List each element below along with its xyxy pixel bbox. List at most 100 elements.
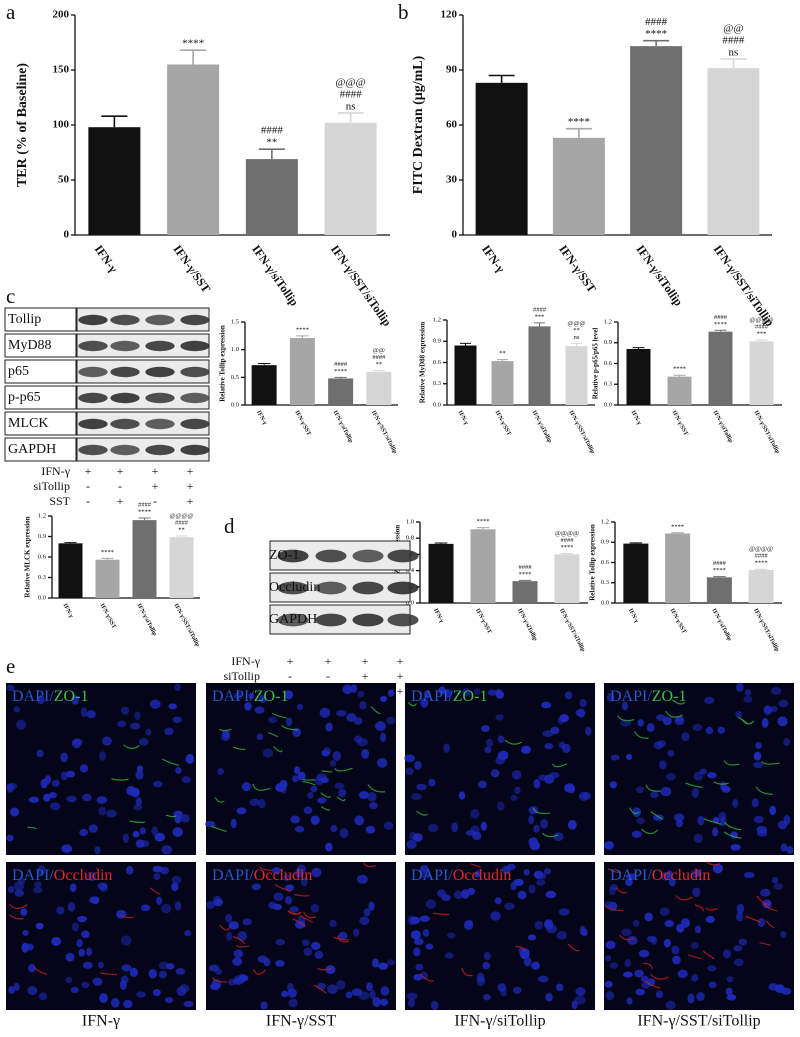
significance-mark: ns (728, 47, 738, 59)
nucleus (21, 942, 29, 953)
nucleus (152, 865, 164, 873)
stain-signal (515, 945, 526, 952)
nucleus (71, 695, 79, 705)
significance-mark: ** (499, 350, 506, 357)
nucleus (664, 920, 674, 928)
nucleus (319, 707, 331, 718)
nucleus (521, 745, 531, 754)
blot-band (78, 444, 108, 456)
error-bar (434, 542, 448, 544)
nucleus (60, 771, 68, 781)
nucleus (428, 823, 439, 833)
nucleus (463, 920, 474, 931)
y-tick-label: 90 (446, 64, 458, 76)
nucleus (723, 949, 731, 959)
nucleus (371, 958, 379, 968)
nucleus (184, 929, 192, 937)
nucleus (37, 695, 45, 705)
x-tick-label: IFN-γ/siTollip (332, 410, 354, 445)
stain-signal (432, 912, 450, 916)
stain-label: DAPI/ZO-1 (411, 688, 487, 705)
nucleus (386, 959, 396, 966)
nucleus (136, 991, 146, 998)
nucleus (653, 814, 664, 821)
nucleus (668, 877, 676, 887)
nucleus (287, 988, 297, 998)
nucleus (544, 743, 554, 750)
stain-signal (723, 831, 742, 839)
nucleus (659, 760, 667, 770)
treatment-sign: - (153, 494, 157, 508)
y-axis-label: FITC Dextran (μg/mL) (411, 55, 426, 194)
significance-mark: @@ (373, 347, 385, 354)
nucleus (425, 943, 434, 950)
nucleus (735, 682, 744, 692)
error-bar (632, 347, 645, 349)
y-tick-label: 30 (446, 174, 458, 186)
nucleus (777, 716, 788, 727)
nucleus (470, 809, 480, 819)
stain-signal (149, 887, 161, 895)
nucleus (632, 807, 642, 818)
nucleus (133, 804, 143, 811)
stain-signal (650, 973, 669, 980)
y-tick-label: 0.8 (406, 535, 414, 542)
nucleus (413, 947, 421, 957)
bar (428, 543, 454, 603)
nucleus (771, 877, 779, 884)
nucleus (166, 963, 175, 970)
bar (88, 127, 141, 235)
significance-mark: #### (645, 16, 668, 28)
treatment-label: IFN-γ (231, 654, 260, 668)
panel-label: c (6, 284, 15, 308)
nucleus (640, 975, 649, 983)
nucleus (290, 815, 300, 824)
nucleus (174, 901, 182, 911)
stain-signal (703, 818, 722, 826)
significance-mark: #### (340, 88, 363, 100)
nucleus (604, 980, 613, 988)
nucleus (705, 726, 714, 735)
nucleus (483, 951, 491, 961)
nucleus (406, 992, 418, 1000)
stain-prefix: DAPI/ (12, 867, 54, 884)
condition-label: IFN-γ/SST (266, 1013, 336, 1030)
nucleus (531, 961, 540, 970)
stain-signal (370, 705, 381, 715)
nucleus (10, 807, 20, 817)
error-bar (643, 39, 670, 47)
nucleus (139, 827, 146, 835)
nucleus (369, 802, 378, 810)
nucleus (40, 778, 48, 789)
nucleus (687, 993, 695, 1004)
nucleus (332, 751, 342, 762)
nucleus (302, 939, 310, 947)
blot-band (145, 444, 175, 456)
nucleus (60, 752, 68, 763)
nucleus (14, 889, 24, 897)
stain-signal (737, 716, 749, 725)
treatment-sign: - (288, 669, 292, 683)
y-tick-label: 0 (64, 229, 70, 241)
error-bar (720, 58, 747, 69)
nucleus (404, 754, 415, 763)
nucleus (735, 911, 744, 922)
nucleus (380, 986, 390, 996)
bar (289, 338, 315, 405)
protein-label: p-p65 (8, 390, 41, 405)
error-bar (488, 74, 515, 83)
nucleus (206, 900, 215, 910)
nucleus (183, 1000, 194, 1008)
nucleus (681, 732, 690, 742)
stain-signal (111, 778, 129, 781)
nucleus (756, 826, 768, 834)
nucleus (655, 990, 664, 999)
significance-mark: ** (178, 526, 185, 533)
nucleus (585, 726, 592, 736)
stain-signal (292, 918, 306, 927)
panel-label: a (6, 0, 16, 24)
panel-label: e (6, 654, 15, 678)
nucleus (338, 788, 347, 798)
nucleus (571, 1000, 578, 1010)
nucleus (483, 994, 491, 1001)
